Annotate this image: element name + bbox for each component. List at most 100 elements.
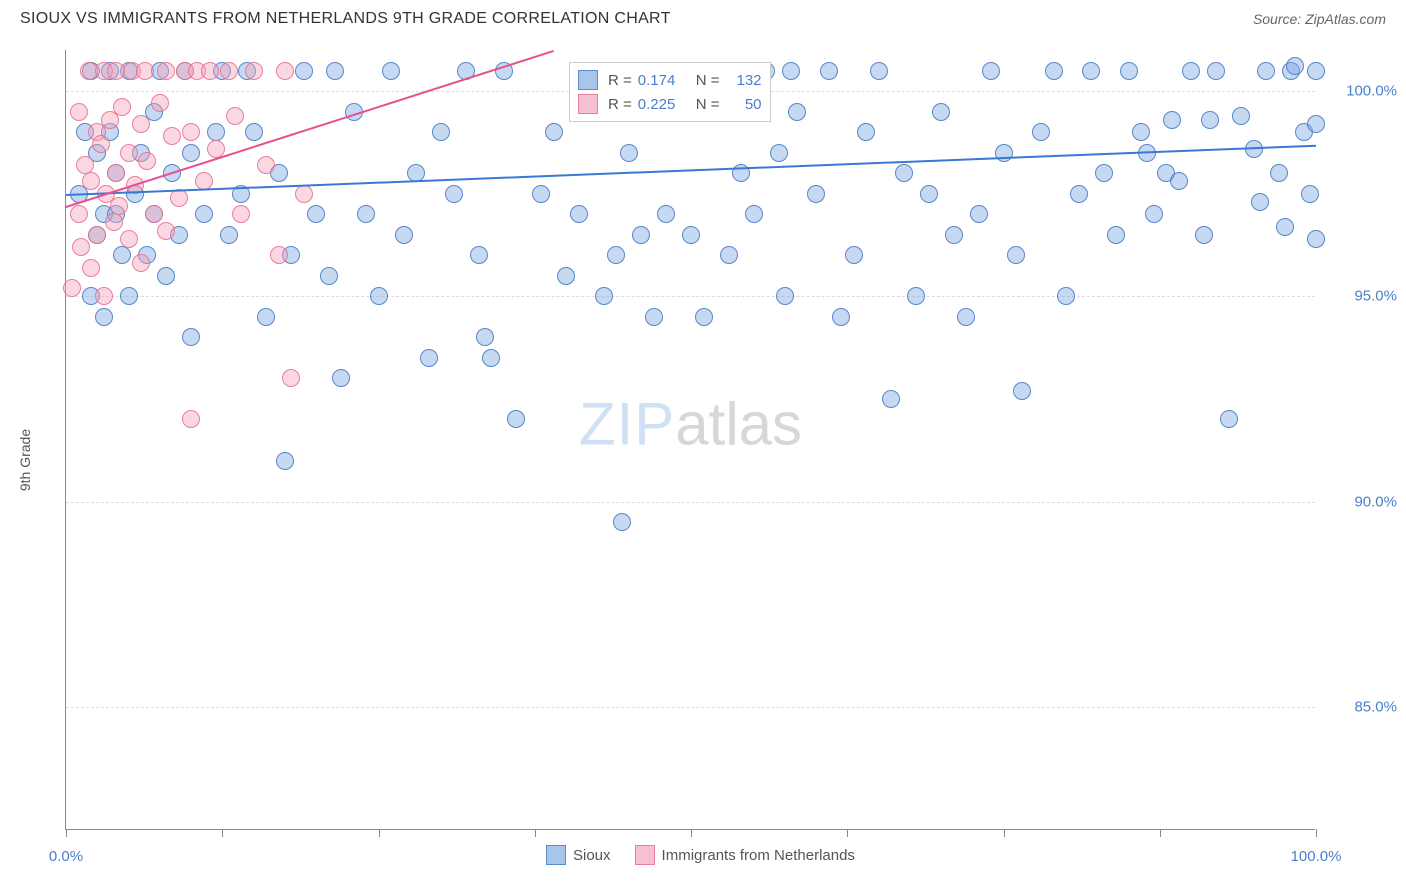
- stat-n-label: N =: [696, 72, 720, 89]
- scatter-point: [1220, 410, 1238, 428]
- x-tick: [535, 829, 536, 837]
- stat-r-label: R =: [608, 96, 632, 113]
- scatter-point: [932, 103, 950, 121]
- scatter-point: [782, 62, 800, 80]
- scatter-point: [113, 98, 131, 116]
- scatter-point: [132, 115, 150, 133]
- chart-header: SIOUX VS IMMIGRANTS FROM NETHERLANDS 9TH…: [0, 0, 1406, 34]
- scatter-point: [807, 185, 825, 203]
- scatter-point: [570, 205, 588, 223]
- scatter-point: [432, 123, 450, 141]
- chart-title: SIOUX VS IMMIGRANTS FROM NETHERLANDS 9TH…: [20, 10, 671, 28]
- scatter-point: [1120, 62, 1138, 80]
- stats-legend-row: R = 0.225 N = 50: [578, 92, 762, 116]
- scatter-point: [507, 410, 525, 428]
- scatter-point: [982, 62, 1000, 80]
- scatter-point: [1201, 111, 1219, 129]
- scatter-point: [920, 185, 938, 203]
- scatter-point: [88, 226, 106, 244]
- stats-legend-row: R =0.174N =132: [578, 68, 762, 92]
- watermark-zip: ZIP: [579, 390, 675, 457]
- scatter-point: [320, 267, 338, 285]
- scatter-point: [326, 62, 344, 80]
- scatter-point: [832, 308, 850, 326]
- x-tick-label: 100.0%: [1291, 848, 1342, 865]
- scatter-point: [382, 62, 400, 80]
- scatter-point: [557, 267, 575, 285]
- scatter-point: [820, 62, 838, 80]
- scatter-point: [470, 246, 488, 264]
- x-tick: [379, 829, 380, 837]
- scatter-point: [151, 94, 169, 112]
- x-tick: [847, 829, 848, 837]
- scatter-point: [776, 287, 794, 305]
- legend-swatch: [578, 70, 598, 90]
- scatter-point: [120, 287, 138, 305]
- scatter-point: [270, 246, 288, 264]
- scatter-point: [657, 205, 675, 223]
- scatter-point: [420, 349, 438, 367]
- y-tick-label: 85.0%: [1322, 698, 1397, 715]
- x-tick: [1316, 829, 1317, 837]
- scatter-point: [395, 226, 413, 244]
- scatter-point: [76, 156, 94, 174]
- scatter-point: [82, 172, 100, 190]
- scatter-point: [1286, 57, 1304, 75]
- scatter-point: [682, 226, 700, 244]
- legend-item: Immigrants from Netherlands: [635, 845, 855, 865]
- scatter-point: [482, 349, 500, 367]
- scatter-point: [157, 62, 175, 80]
- stat-r-value: 0.225: [638, 96, 686, 113]
- stat-r-value: 0.174: [638, 72, 686, 89]
- scatter-point: [1182, 62, 1200, 80]
- scatter-point: [113, 246, 131, 264]
- scatter-point: [232, 205, 250, 223]
- scatter-point: [307, 205, 325, 223]
- scatter-point: [110, 197, 128, 215]
- scatter-point: [370, 287, 388, 305]
- gridline: [66, 502, 1315, 503]
- scatter-point: [70, 103, 88, 121]
- scatter-point: [82, 259, 100, 277]
- scatter-point: [245, 62, 263, 80]
- gridline: [66, 707, 1315, 708]
- scatter-point: [120, 230, 138, 248]
- scatter-point: [1195, 226, 1213, 244]
- scatter-point: [207, 123, 225, 141]
- scatter-point: [182, 328, 200, 346]
- legend-label: Immigrants from Netherlands: [662, 847, 855, 864]
- scatter-point: [182, 144, 200, 162]
- legend-swatch: [635, 845, 655, 865]
- stat-n-value: 50: [726, 96, 762, 113]
- scatter-point: [945, 226, 963, 244]
- scatter-point: [1251, 193, 1269, 211]
- y-axis-label: 9th Grade: [17, 429, 33, 491]
- scatter-point: [476, 328, 494, 346]
- scatter-point: [1301, 185, 1319, 203]
- scatter-point: [163, 127, 181, 145]
- scatter-point: [1276, 218, 1294, 236]
- x-tick: [222, 829, 223, 837]
- stat-n-label: N =: [696, 96, 720, 113]
- scatter-point: [226, 107, 244, 125]
- scatter-point: [182, 123, 200, 141]
- scatter-point: [220, 226, 238, 244]
- scatter-point: [132, 254, 150, 272]
- scatter-point: [1070, 185, 1088, 203]
- legend-label: Sioux: [573, 847, 611, 864]
- scatter-point: [895, 164, 913, 182]
- scatter-point: [136, 62, 154, 80]
- scatter-point: [357, 205, 375, 223]
- scatter-point: [770, 144, 788, 162]
- scatter-point: [332, 369, 350, 387]
- scatter-point: [1013, 382, 1031, 400]
- bottom-legend: Sioux Immigrants from Netherlands: [546, 845, 855, 865]
- scatter-point: [276, 452, 294, 470]
- scatter-point: [1107, 226, 1125, 244]
- scatter-point: [70, 205, 88, 223]
- scatter-point: [620, 144, 638, 162]
- scatter-point: [72, 238, 90, 256]
- watermark: ZIPatlas: [579, 389, 802, 458]
- scatter-point: [613, 513, 631, 531]
- scatter-point: [1270, 164, 1288, 182]
